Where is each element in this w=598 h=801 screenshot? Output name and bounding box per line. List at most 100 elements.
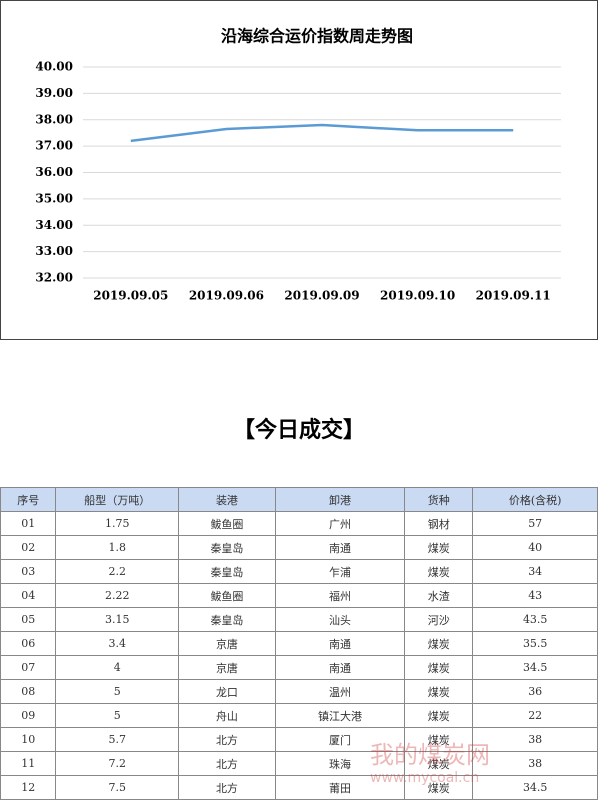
table-cell: 43.5 bbox=[472, 607, 598, 632]
table-cell: 煤炭 bbox=[404, 727, 474, 752]
table-cell: 汕头 bbox=[274, 607, 406, 632]
table-cell: 3.15 bbox=[55, 607, 180, 632]
table-cell: 36 bbox=[472, 679, 598, 704]
x-tick-label: 2019.09.09 bbox=[284, 289, 359, 303]
table-row: 06 3.4 京唐 南通 煤炭 35.5 bbox=[0, 631, 598, 656]
header-cell: 序号 bbox=[0, 487, 57, 512]
table-cell: 11 bbox=[0, 751, 57, 776]
table-row: 07 4 京唐 南通 煤炭 34.5 bbox=[0, 655, 598, 680]
table-cell: 河沙 bbox=[404, 607, 474, 632]
table-cell: 34 bbox=[472, 559, 598, 584]
table-cell: 06 bbox=[0, 631, 57, 656]
header-cell: 装港 bbox=[178, 487, 276, 512]
header-cell: 价格(含税) bbox=[472, 487, 598, 512]
table-cell: 57 bbox=[472, 511, 598, 536]
table-row: 04 2.22 鲅鱼圈 福州 水渣 43 bbox=[0, 583, 598, 608]
table-cell: 乍浦 bbox=[274, 559, 406, 584]
table-cell: 煤炭 bbox=[404, 655, 474, 680]
table-cell: 01 bbox=[0, 511, 57, 536]
section-title: 【今日成交】 bbox=[232, 418, 365, 443]
table-cell: 03 bbox=[0, 559, 57, 584]
table-cell: 京唐 bbox=[178, 655, 276, 680]
table-cell: 02 bbox=[0, 535, 57, 560]
table-cell: 08 bbox=[0, 679, 57, 704]
y-tick-label: 33.00 bbox=[35, 244, 73, 258]
y-tick-label: 38.00 bbox=[35, 112, 73, 126]
table-cell: 广州 bbox=[274, 511, 406, 536]
x-tick-label: 2019.09.06 bbox=[189, 289, 264, 303]
y-tick-label: 39.00 bbox=[35, 86, 73, 100]
table-row: 01 1.75 鲅鱼圈 广州 钢材 57 bbox=[0, 511, 598, 536]
table-cell: 煤炭 bbox=[404, 775, 474, 800]
table-cell: 秦皇岛 bbox=[178, 535, 276, 560]
table-cell: 34.5 bbox=[472, 775, 598, 800]
table-cell: 35.5 bbox=[472, 631, 598, 656]
table-cell: 秦皇岛 bbox=[178, 607, 276, 632]
table-row: 08 5 龙口 温州 煤炭 36 bbox=[0, 679, 598, 704]
table-cell: 北方 bbox=[178, 751, 276, 776]
table-cell: 38 bbox=[472, 727, 598, 752]
table-cell: 南通 bbox=[274, 535, 406, 560]
line bbox=[130, 123, 514, 143]
table-cell: 5.7 bbox=[55, 727, 180, 752]
table-cell: 煤炭 bbox=[404, 679, 474, 704]
table-cell: 09 bbox=[0, 703, 57, 728]
table-cell: 12 bbox=[0, 775, 57, 800]
table-cell: 7.5 bbox=[55, 775, 180, 800]
table-row: 11 7.2 北方 珠海 煤炭 38 bbox=[0, 751, 598, 776]
y-tick-label: 32.00 bbox=[35, 271, 73, 285]
table-cell: 05 bbox=[0, 607, 57, 632]
table-cell: 南通 bbox=[274, 655, 406, 680]
watermark: 我的煤炭网 www.mycoal.cn bbox=[370, 735, 490, 786]
table-cell: 煤炭 bbox=[404, 631, 474, 656]
table-cell: 43 bbox=[472, 583, 598, 608]
table-cell: 京唐 bbox=[178, 631, 276, 656]
table-cell: 鲅鱼圈 bbox=[178, 511, 276, 536]
table-cell: 40 bbox=[472, 535, 598, 560]
table-cell: 镇江大港 bbox=[274, 703, 406, 728]
table-cell: 钢材 bbox=[404, 511, 474, 536]
watermark-name: 我的煤炭网 bbox=[370, 741, 490, 769]
y-tick-label: 37.00 bbox=[35, 139, 73, 153]
table-cell: 1.8 bbox=[55, 535, 180, 560]
table-cell: 秦皇岛 bbox=[178, 559, 276, 584]
x-tick-label: 2019.09.10 bbox=[380, 289, 455, 303]
table-cell: 煤炭 bbox=[404, 703, 474, 728]
table-cell: 04 bbox=[0, 583, 57, 608]
deal-table: 序号 船型（万吨） 装港 卸港 货种 价格(含税) 01 1.75 鲅鱼圈 广州 钢材 57 02 1.8… bbox=[0, 487, 598, 800]
table-cell: 3.4 bbox=[55, 631, 180, 656]
table-cell: 煤炭 bbox=[404, 559, 474, 584]
table-cell: 龙口 bbox=[178, 679, 276, 704]
table-cell: 10 bbox=[0, 727, 57, 752]
table-row: 05 3.15 秦皇岛 汕头 河沙 43.5 bbox=[0, 607, 598, 632]
table-cell: 莆田 bbox=[274, 775, 406, 800]
table-cell: 煤炭 bbox=[404, 751, 474, 776]
table-cell: 7.2 bbox=[55, 751, 180, 776]
table-cell: 5 bbox=[55, 679, 180, 704]
table-cell: 38 bbox=[472, 751, 598, 776]
header-cell: 货种 bbox=[404, 487, 474, 512]
table-cell: 南通 bbox=[274, 631, 406, 656]
y-tick-label: 34.00 bbox=[35, 218, 73, 232]
table-row: 10 5.7 北方 厦门 煤炭 38 bbox=[0, 727, 598, 752]
table-row: 03 2.2 秦皇岛 乍浦 煤炭 34 bbox=[0, 559, 598, 584]
header-cell: 卸港 bbox=[274, 487, 406, 512]
chart-box: 沿海综合运价指数周走势图 32.00 33.00 34.00 35.00 36.00 37… bbox=[0, 0, 598, 340]
table-row: 12 7.5 北方 莆田 煤炭 34.5 bbox=[0, 775, 598, 800]
table-cell: 北方 bbox=[178, 775, 276, 800]
watermark-url: www.mycoal.cn bbox=[370, 770, 480, 786]
chart: 沿海综合运价指数周走势图 32.00 33.00 34.00 35.00 36.00 37… bbox=[35, 27, 561, 303]
table-cell: 1.75 bbox=[55, 511, 180, 536]
table-cell: 4 bbox=[55, 655, 180, 680]
table-cell: 水渣 bbox=[404, 583, 474, 608]
table-cell: 22 bbox=[472, 703, 598, 728]
table-cell: 舟山 bbox=[178, 703, 276, 728]
table-cell: 2.22 bbox=[55, 583, 180, 608]
table-cell: 温州 bbox=[274, 679, 406, 704]
table-cell: 鲅鱼圈 bbox=[178, 583, 276, 608]
table-cell: 福州 bbox=[274, 583, 406, 608]
table-cell: 5 bbox=[55, 703, 180, 728]
table-cell: 2.2 bbox=[55, 559, 180, 584]
table-row: 02 1.8 秦皇岛 南通 煤炭 40 bbox=[0, 535, 598, 560]
